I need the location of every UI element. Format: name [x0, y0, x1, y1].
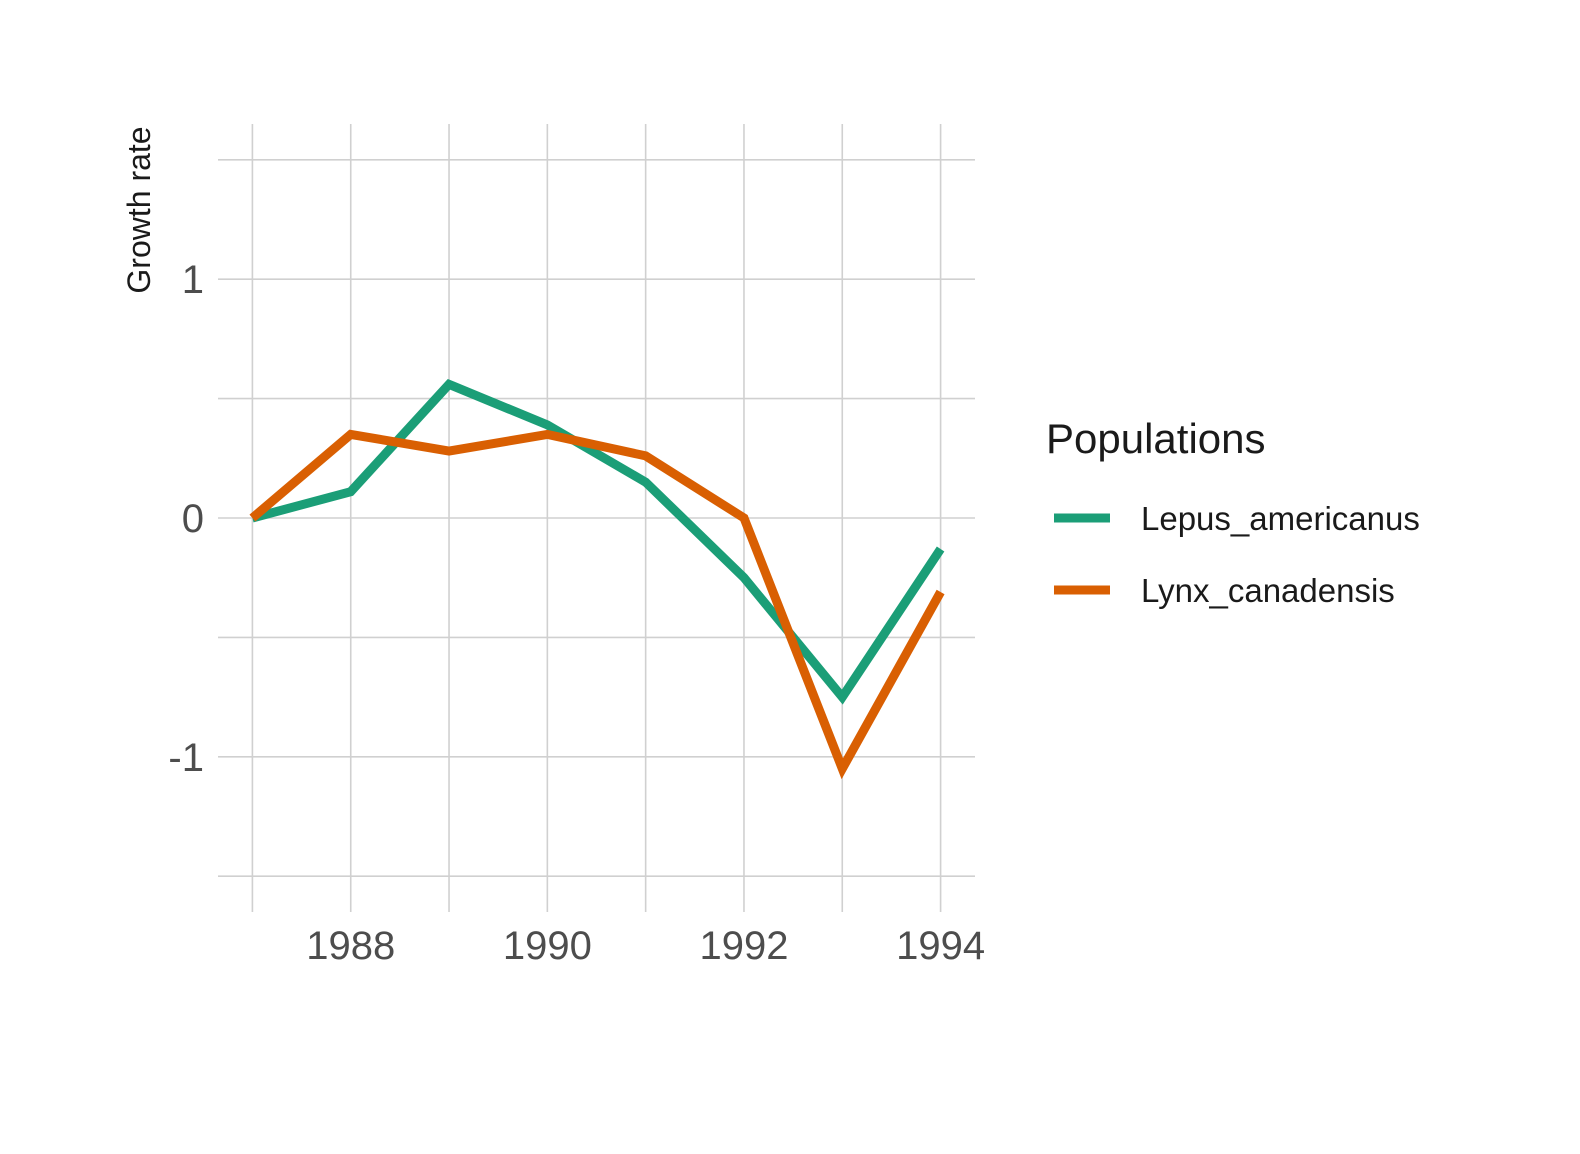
legend-label: Lynx_canadensis: [1141, 572, 1395, 609]
y-tick-label: -1: [168, 736, 204, 780]
series-line-lepus-americanus: [251, 378, 945, 705]
y-tick-label: 1: [182, 258, 204, 302]
y-tick-label: 0: [182, 497, 204, 541]
series-layer: [249, 378, 945, 780]
series-line-lynx-canadensis: [249, 429, 945, 780]
x-tick-label: 1988: [306, 924, 395, 968]
grid-layer: [218, 124, 975, 912]
legend-label: Lepus_americanus: [1141, 500, 1420, 537]
legend: Populations Lepus_americanus Lynx_canaden…: [1046, 415, 1420, 609]
x-tick-label: 1990: [503, 924, 592, 968]
x-tick-label: 1992: [699, 924, 788, 968]
y-axis-title: Growth rate: [121, 126, 157, 293]
x-tick-label: 1994: [896, 924, 985, 968]
axis-labels: Growth rate -1 0 1 1988 1990 1992 1994: [121, 126, 985, 968]
legend-title: Populations: [1046, 415, 1266, 462]
